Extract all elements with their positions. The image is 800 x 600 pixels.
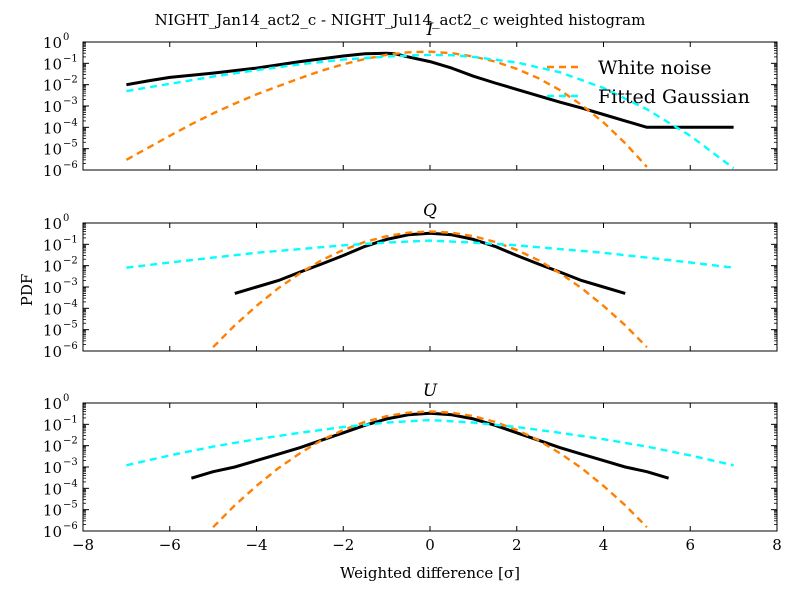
x-tick-label: 6	[685, 536, 695, 554]
x-tick-label: −2	[332, 536, 354, 554]
y-tick-exponent: −4	[63, 298, 78, 309]
y-tick-exponent: −6	[63, 160, 78, 171]
y-tick-exponent: 0	[63, 213, 69, 224]
y-tick-exponent: −1	[63, 414, 78, 425]
y-tick-label: 10	[43, 55, 62, 73]
y-tick-label: 10	[43, 236, 62, 254]
y-tick-exponent: −5	[63, 500, 78, 511]
y-tick-exponent: −2	[63, 75, 78, 86]
x-tick-label: −4	[245, 536, 267, 554]
x-axis-label: Weighted difference [σ]	[340, 564, 520, 582]
series-fitted-gaussian-line	[126, 53, 735, 170]
series-white-noise-line	[125, 50, 648, 168]
y-tick-label: 10	[43, 300, 62, 318]
y-tick-label: 10	[43, 77, 62, 95]
figure-title: NIGHT_Jan14_act2_c - NIGHT_Jul14_act2_c …	[155, 11, 646, 29]
x-tick-label: −6	[159, 536, 181, 554]
plot-area	[125, 50, 735, 170]
series-weighted-histogram-line	[190, 411, 670, 480]
y-tick-label: 10	[43, 162, 62, 180]
y-tick-exponent: −6	[63, 341, 78, 352]
y-tick-exponent: −6	[63, 521, 78, 532]
y-tick-label: 10	[43, 416, 62, 434]
legend-label: Fitted Gaussian	[598, 86, 750, 108]
y-tick-label: 10	[43, 322, 62, 340]
y-tick-exponent: −3	[63, 457, 78, 468]
plot-area	[126, 230, 734, 349]
y-tick-label: 10	[43, 215, 62, 233]
legend: White noise Fitted Gaussian	[547, 57, 750, 108]
y-tick-exponent: −3	[63, 277, 78, 288]
y-tick-exponent: 0	[63, 393, 69, 404]
y-tick-label: 10	[43, 343, 62, 361]
y-tick-exponent: −1	[63, 234, 78, 245]
y-tick-exponent: −5	[63, 139, 78, 150]
x-tick-label: 0	[425, 536, 435, 554]
y-tick-label: 10	[43, 34, 62, 52]
series-white-noise-line	[212, 230, 648, 349]
series-white-noise-line	[212, 410, 648, 529]
y-tick-exponent: −2	[63, 436, 78, 447]
y-tick-label: 10	[43, 141, 62, 159]
legend-label: White noise	[598, 57, 712, 79]
subplot-u: U−8 −6 −4 −2 0 2 4 6 810−610−510−410−310−210−110…	[43, 381, 782, 554]
y-tick-label: 10	[43, 480, 62, 498]
y-tick-exponent: −4	[63, 478, 78, 489]
y-tick-exponent: 0	[63, 32, 69, 43]
y-tick-label: 10	[43, 395, 62, 413]
x-tick-label: 8	[772, 536, 782, 554]
y-tick-label: 10	[43, 119, 62, 137]
x-tick-label: 4	[599, 536, 609, 554]
x-tick-label: 2	[512, 536, 522, 554]
y-tick-label: 10	[43, 459, 62, 477]
series-weighted-histogram-line	[126, 51, 734, 129]
y-tick-exponent: −1	[63, 53, 78, 64]
y-tick-exponent: −5	[63, 320, 78, 331]
y-tick-label: 10	[43, 523, 62, 541]
x-tick-label: −8	[72, 536, 94, 554]
y-tick-exponent: −2	[63, 256, 78, 267]
y-tick-exponent: −4	[63, 117, 78, 128]
subplot-title: I	[426, 20, 434, 40]
y-tick-label: 10	[43, 438, 62, 456]
y-tick-exponent: −3	[63, 96, 78, 107]
y-tick-label: 10	[43, 98, 62, 116]
y-tick-label: 10	[43, 258, 62, 276]
series-fitted-gaussian-line	[126, 239, 734, 269]
subplot-title: U	[423, 381, 438, 401]
y-tick-label: 10	[43, 502, 62, 520]
subplot-title: Q	[423, 201, 437, 221]
y-tick-label: 10	[43, 279, 62, 297]
plot-area	[126, 410, 734, 529]
y-axis-label: PDF	[18, 274, 36, 307]
